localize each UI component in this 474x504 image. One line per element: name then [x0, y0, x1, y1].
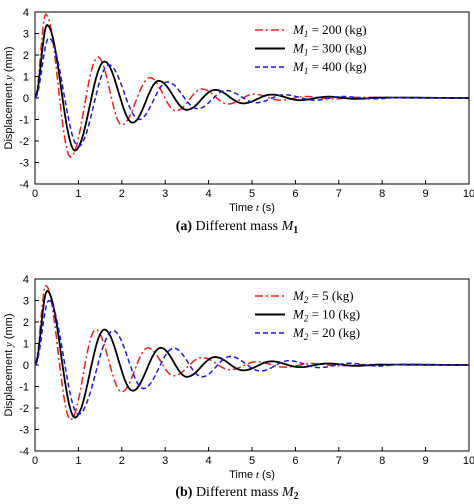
y-tick-label: 4: [23, 274, 29, 286]
x-tick-label: 10: [463, 455, 474, 467]
panel-caption: (b) Different mass M2: [175, 485, 298, 502]
x-tick-label: 5: [249, 188, 255, 200]
x-axis-label: Time t (s): [229, 469, 275, 481]
series-line: [35, 24, 469, 152]
y-tick-label: -2: [19, 136, 29, 148]
x-tick-label: 1: [75, 188, 81, 200]
series-line: [35, 37, 469, 148]
y-tick-label: -4: [19, 179, 29, 191]
y-axis-label: Displacement y (mm): [3, 314, 15, 417]
y-tick-label: 0: [23, 93, 29, 105]
x-tick-label: 1: [75, 455, 81, 467]
y-tick-label: 2: [23, 317, 29, 329]
x-tick-label: 2: [119, 455, 125, 467]
legend-entry: M2 = 5 (kg): [292, 288, 354, 305]
y-tick-label: 3: [23, 29, 29, 41]
x-tick-label: 3: [162, 455, 168, 467]
x-tick-label: 5: [249, 455, 255, 467]
series-line: [35, 13, 469, 158]
x-tick-label: 2: [119, 188, 125, 200]
y-tick-label: 1: [23, 339, 29, 351]
legend-entry: M1 = 200 (kg): [292, 22, 367, 39]
y-tick-label: 3: [23, 296, 29, 308]
series-line: [35, 289, 469, 419]
y-tick-label: -3: [19, 158, 29, 170]
x-tick-label: 7: [336, 188, 342, 200]
x-tick-label: 7: [336, 455, 342, 467]
y-tick-label: 1: [23, 72, 29, 84]
x-tick-label: 9: [423, 455, 429, 467]
x-axis-label: Time t (s): [229, 202, 275, 214]
y-tick-label: -1: [19, 382, 29, 394]
legend-entry: M2 = 10 (kg): [292, 307, 360, 324]
panel-caption: (a) Different mass M1: [176, 219, 299, 236]
y-tick-label: -3: [19, 425, 29, 437]
x-tick-label: 0: [32, 455, 38, 467]
y-tick-label: -1: [19, 115, 29, 127]
x-tick-label: 6: [292, 455, 298, 467]
y-tick-label: -4: [19, 446, 29, 458]
x-tick-label: 0: [32, 188, 38, 200]
legend-entry: M1 = 400 (kg): [292, 59, 367, 76]
legend-entry: M2 = 20 (kg): [292, 325, 360, 342]
x-tick-label: 3: [162, 188, 168, 200]
x-tick-label: 9: [423, 188, 429, 200]
x-tick-label: 6: [292, 188, 298, 200]
x-tick-label: 4: [206, 188, 212, 200]
series-line: [35, 284, 469, 421]
x-tick-label: 8: [379, 455, 385, 467]
x-tick-label: 4: [206, 455, 212, 467]
series-line: [35, 299, 469, 416]
y-axis-label: Displacement y (mm): [3, 47, 15, 150]
x-tick-label: 8: [379, 188, 385, 200]
y-tick-label: -2: [19, 403, 29, 415]
y-tick-label: 2: [23, 50, 29, 62]
y-tick-label: 0: [23, 360, 29, 372]
x-tick-label: 10: [463, 188, 474, 200]
legend-entry: M1 = 300 (kg): [292, 41, 367, 58]
y-tick-label: 4: [23, 7, 29, 19]
